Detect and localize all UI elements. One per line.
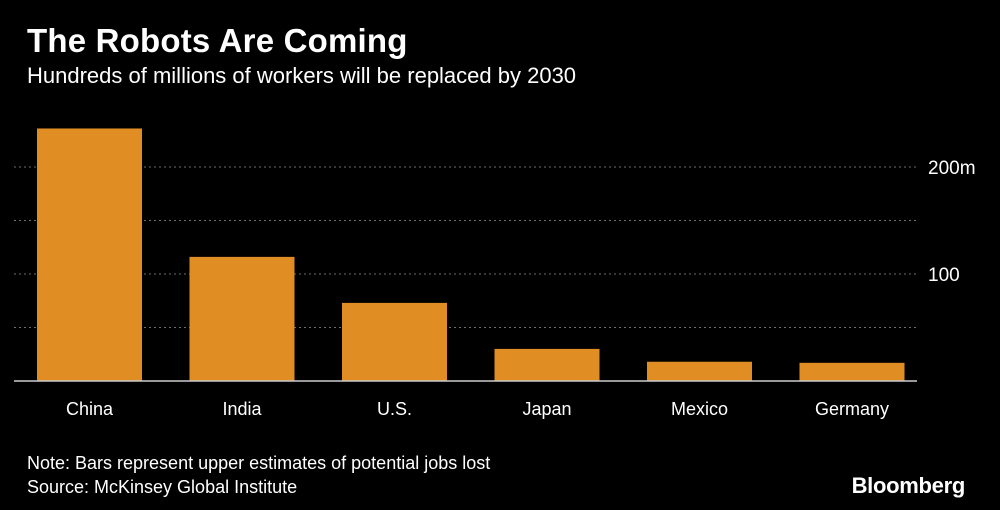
y-axis-labels: 100 200m (928, 158, 976, 286)
x-tick-label: Mexico (671, 399, 728, 419)
y-tick-label: 200m (928, 158, 976, 179)
x-tick-label: U.S. (377, 399, 412, 419)
bar-japan (494, 348, 600, 381)
source-note: Source: McKinsey Global Institute (27, 477, 298, 497)
x-tick-label: China (66, 399, 114, 419)
bar-india (189, 256, 295, 381)
bar-mexico (647, 361, 752, 381)
gridlines (14, 166, 917, 328)
bar-us (342, 302, 447, 381)
x-axis-labels: China India U.S. Japan Mexico Germany (66, 399, 889, 419)
bars (37, 128, 905, 381)
x-tick-label: Germany (815, 399, 889, 419)
chart-title: The Robots Are Coming (27, 22, 408, 59)
chart-footer: Note: Bars represent upper estimates of … (27, 451, 490, 499)
brand-logo: Bloomberg (851, 473, 966, 498)
y-tick-label: 100 (928, 265, 960, 286)
bar-germany (799, 362, 905, 381)
x-tick-label: India (222, 399, 262, 419)
bar-china (37, 128, 142, 381)
chart-subtitle: Hundreds of millions of workers will be … (27, 63, 577, 88)
x-tick-label: Japan (522, 399, 571, 419)
footnote: Note: Bars represent upper estimates of … (27, 453, 491, 473)
